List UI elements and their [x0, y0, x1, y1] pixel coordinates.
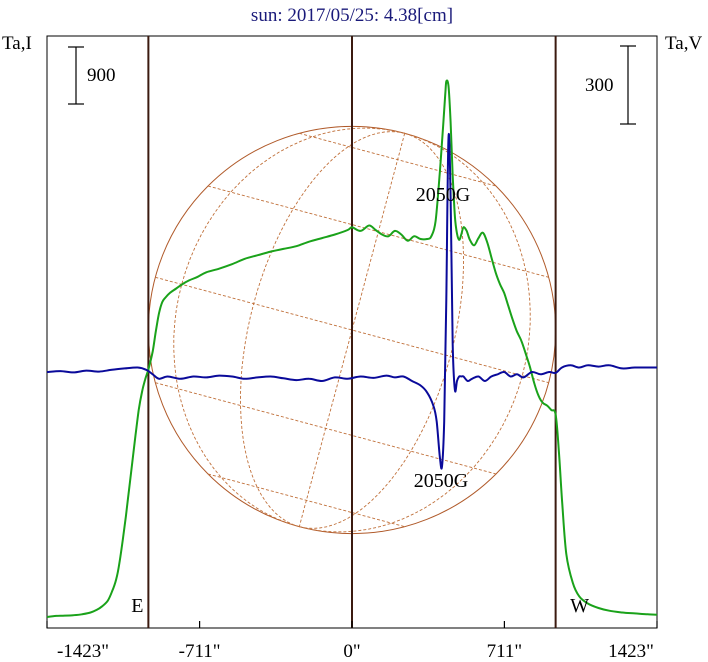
scale-bar-intensity-label: 900 — [87, 65, 116, 86]
polarization-peak-annotation: 2050G — [414, 470, 468, 492]
x-tick-label: -1423" — [57, 641, 109, 662]
x-tick-label: 1423" — [608, 641, 654, 662]
polarization-curve — [46, 133, 657, 470]
data-series — [46, 79, 658, 618]
x-axis-ticks: -1423" -711" 0" 711" 1423" — [46, 621, 658, 662]
west-limb-label: W — [570, 595, 589, 617]
x-tick-label: 711" — [487, 641, 523, 662]
scale-bar-polarization — [620, 45, 636, 125]
scale-bar-polarization-label: 300 — [585, 75, 614, 96]
intensity-curve — [46, 79, 658, 618]
vertical-reference-lines — [147, 36, 557, 628]
east-limb-label: E — [131, 595, 143, 617]
intensity-peak-annotation: 2050G — [416, 184, 470, 206]
longitude-line — [299, 132, 464, 529]
longitude-line — [173, 127, 405, 528]
longitude-line — [240, 131, 405, 528]
y-axis-label-left: Ta,I — [2, 33, 32, 54]
longitude-line — [298, 133, 406, 527]
latitude-line — [207, 473, 405, 528]
scale-bar-intensity — [68, 46, 84, 105]
latitude-line — [155, 276, 549, 384]
chart-title: sun: 2017/05/25: 4.38[cm] — [251, 5, 453, 26]
x-tick-label: 0" — [343, 641, 360, 662]
x-tick-label: -711" — [179, 641, 221, 662]
y-axis-label-right: Ta,V — [665, 33, 702, 54]
